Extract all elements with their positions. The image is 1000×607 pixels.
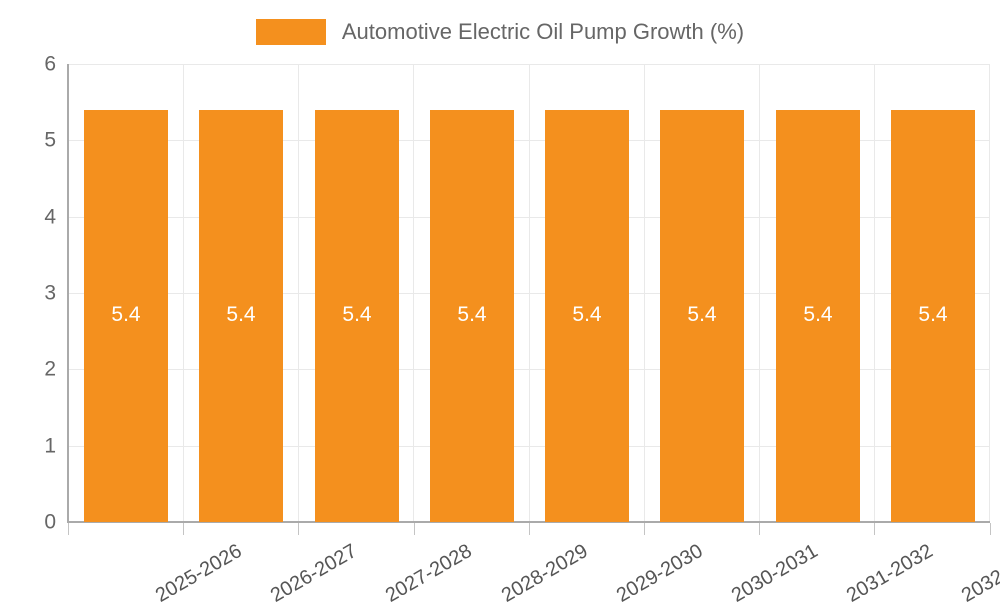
bar-value-label: 5.4 xyxy=(226,303,256,326)
bar-value-label: 5.4 xyxy=(457,303,487,326)
x-tick-mark xyxy=(68,523,69,535)
x-tick-label: 2028-2029 xyxy=(497,540,592,607)
bar-item[interactable]: 5.4 xyxy=(776,110,860,522)
legend-color-swatch-icon xyxy=(255,19,326,45)
bar-value-label: 5.4 xyxy=(687,303,717,326)
bar-item[interactable]: 5.4 xyxy=(84,110,168,522)
x-axis-spine xyxy=(68,521,990,523)
x-tick-mark xyxy=(644,523,645,535)
y-tick-label-5: 5 xyxy=(44,128,56,152)
x-tick-label: 2031-2032 xyxy=(842,540,937,607)
y-tick-label-2: 2 xyxy=(44,357,56,381)
bar-item[interactable]: 5.4 xyxy=(545,110,629,522)
gridline-x-8 xyxy=(989,64,990,522)
x-tick-mark xyxy=(874,523,875,535)
x-tick-mark xyxy=(529,523,530,535)
bar-value-label: 5.4 xyxy=(342,303,372,326)
x-tick-label: 2032-2033 xyxy=(957,540,1000,607)
y-tick-label-4: 4 xyxy=(44,205,56,229)
bar-item[interactable]: 5.4 xyxy=(430,110,514,522)
gridline-x-3 xyxy=(413,64,414,522)
legend-label: Automotive Electric Oil Pump Growth (%) xyxy=(341,19,745,44)
bar-value-label: 5.4 xyxy=(111,303,141,326)
y-tick-label-3: 3 xyxy=(44,281,56,305)
gridline-x-2 xyxy=(298,64,299,522)
gridline-x-6 xyxy=(759,64,760,522)
x-tick-label: 2030-2031 xyxy=(727,540,822,607)
x-tick-mark xyxy=(759,523,760,535)
x-tick-mark xyxy=(183,523,184,535)
gridline-x-5 xyxy=(644,64,645,522)
gridline-x-1 xyxy=(183,64,184,522)
gridline-x-4 xyxy=(529,64,530,522)
y-tick-label-6: 6 xyxy=(44,52,56,76)
x-tick-label: 2027-2028 xyxy=(381,540,476,607)
plot-area xyxy=(68,64,990,522)
bar-value-label: 5.4 xyxy=(803,303,833,326)
bar-value-label: 5.4 xyxy=(918,303,948,326)
bar-value-label: 5.4 xyxy=(572,303,602,326)
chart-legend: Automotive Electric Oil Pump Growth (%) xyxy=(0,14,1000,50)
bar-series: 5.4 5.4 5.4 5.4 5.4 5.4 5.4 5.4 xyxy=(68,64,990,522)
y-tick-label-0: 0 xyxy=(44,510,56,534)
gridline-x-7 xyxy=(874,64,875,522)
bar-item[interactable]: 5.4 xyxy=(199,110,283,522)
bar-item[interactable]: 5.4 xyxy=(660,110,744,522)
x-tick-label: 2029-2030 xyxy=(612,540,707,607)
x-tick-label: 2026-2027 xyxy=(266,540,361,607)
x-tick-mark xyxy=(414,523,415,535)
legend-item-series-1[interactable]: Automotive Electric Oil Pump Growth (%) xyxy=(255,19,745,45)
y-axis-spine xyxy=(67,64,69,523)
bar-item[interactable]: 5.4 xyxy=(891,110,975,522)
x-tick-label: 2025-2026 xyxy=(151,540,246,607)
bar-item[interactable]: 5.4 xyxy=(315,110,399,522)
x-tick-mark xyxy=(298,523,299,535)
y-axis-ticks: 0 1 2 3 4 5 6 xyxy=(0,0,56,600)
y-tick-label-1: 1 xyxy=(44,434,56,458)
x-tick-mark xyxy=(990,523,991,535)
